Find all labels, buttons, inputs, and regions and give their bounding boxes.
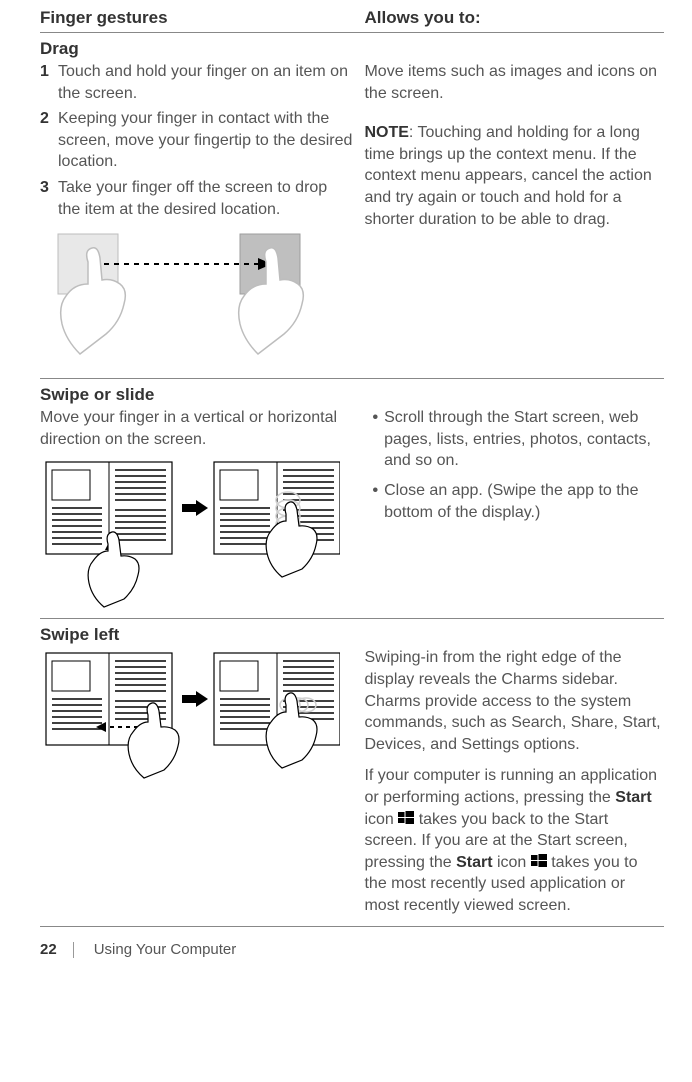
swipe-bullet-2-text: Close an app. (Swipe the app to the bott… xyxy=(384,480,664,523)
swipeleft-right: Swiping-in from the right edge of the di… xyxy=(364,647,664,916)
swipeleft-title: Swipe left xyxy=(40,625,664,647)
drag-step-3: 3Take your finger off the screen to drop… xyxy=(40,177,352,220)
drag-note-label: NOTE xyxy=(364,124,408,141)
swipe-bullet-2: Close an app. (Swipe the app to the bott… xyxy=(364,480,664,523)
page-number: 22 xyxy=(40,941,73,958)
swipeleft-p2c: icon xyxy=(364,811,398,828)
drag-step-2-text: Keeping your finger in contact with the … xyxy=(58,108,352,173)
section-drag: Drag 1Touch and hold your finger on an i… xyxy=(40,33,664,379)
page: Finger gestures Allows you to: Drag 1Tou… xyxy=(0,0,692,976)
drag-illustration xyxy=(40,228,340,368)
drag-step-2: 2Keeping your finger in contact with the… xyxy=(40,108,352,173)
section-swipe: Swipe or slide Move your finger in a ver… xyxy=(40,379,664,619)
swipeleft-para2: If your computer is running an applicati… xyxy=(364,765,664,916)
swipeleft-start2: Start xyxy=(456,854,492,871)
drag-step-3-text: Take your finger off the screen to drop … xyxy=(58,177,352,220)
chapter-title: Using Your Computer xyxy=(94,941,237,958)
table-header: Finger gestures Allows you to: xyxy=(40,8,664,33)
section-swipe-left: Swipe left xyxy=(40,619,664,927)
swipeleft-p2f: icon xyxy=(493,854,531,871)
swipe-bullet-1-text: Scroll through the Start screen, web pag… xyxy=(384,407,664,472)
drag-right-para: Move items such as images and icons on t… xyxy=(364,61,664,104)
drag-step-1: 1Touch and hold your finger on an item o… xyxy=(40,61,352,104)
drag-title: Drag xyxy=(40,39,664,61)
swipe-bullet-1: Scroll through the Start screen, web pag… xyxy=(364,407,664,472)
swipeleft-p2a: If your computer is running an applicati… xyxy=(364,767,657,806)
swipe-illustration xyxy=(40,458,340,608)
swipe-left-para: Move your finger in a vertical or horizo… xyxy=(40,407,352,450)
swipeleft-start1: Start xyxy=(615,789,651,806)
drag-columns: 1Touch and hold your finger on an item o… xyxy=(40,61,664,368)
page-footer: 22 Using Your Computer xyxy=(40,927,664,958)
drag-right: Move items such as images and icons on t… xyxy=(364,61,664,368)
footer-divider xyxy=(73,942,74,958)
drag-step-1-text: Touch and hold your finger on an item on… xyxy=(58,61,352,104)
swipeleft-left xyxy=(40,647,364,916)
swipeleft-para1: Swiping-in from the right edge of the di… xyxy=(364,647,664,755)
drag-note: NOTE: Touching and holding for a long ti… xyxy=(364,122,664,230)
header-right: Allows you to: xyxy=(364,8,664,28)
header-left: Finger gestures xyxy=(40,8,364,28)
drag-steps: 1Touch and hold your finger on an item o… xyxy=(40,61,352,220)
windows-start-icon xyxy=(531,853,547,869)
swipeleft-columns: Swiping-in from the right edge of the di… xyxy=(40,647,664,916)
windows-start-icon xyxy=(398,810,414,826)
swipe-bullets: Scroll through the Start screen, web pag… xyxy=(364,407,664,523)
swipeleft-illustration xyxy=(40,649,340,799)
swipe-left: Move your finger in a vertical or horizo… xyxy=(40,407,364,608)
drag-left: 1Touch and hold your finger on an item o… xyxy=(40,61,364,368)
swipe-right: Scroll through the Start screen, web pag… xyxy=(364,407,664,608)
swipe-columns: Move your finger in a vertical or horizo… xyxy=(40,407,664,608)
swipe-title: Swipe or slide xyxy=(40,385,664,407)
